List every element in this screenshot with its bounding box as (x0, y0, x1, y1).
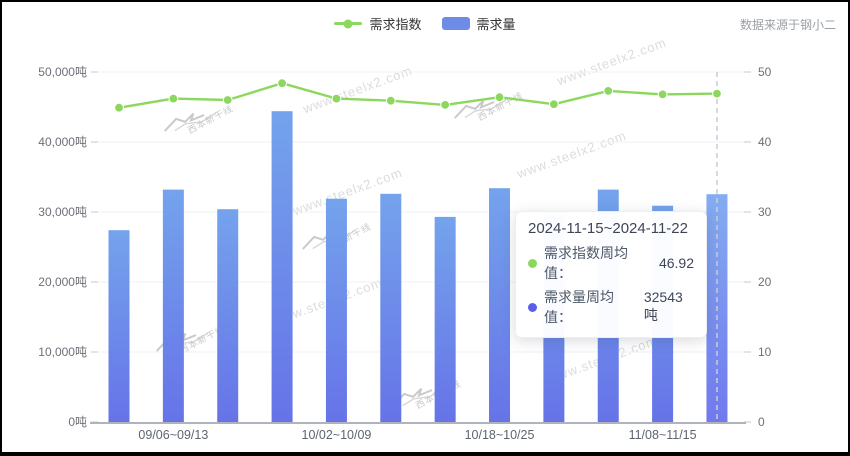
demand-index-line (117, 81, 719, 109)
demand-index-point[interactable] (277, 78, 287, 89)
y-axis-label-left: 20,000吨 (38, 275, 87, 289)
tooltip-label: 需求量周均值： (544, 289, 614, 325)
y-axis-label-left: 10,000吨 (38, 345, 87, 359)
y-axis-label-right: 20 (758, 275, 772, 289)
demand-index-point[interactable] (712, 88, 722, 99)
demand-index-point[interactable] (222, 95, 233, 105)
legend-label-demand-index: 需求指数 (369, 17, 422, 32)
tooltip: 2024-11-15~2024-11-22 需求指数周均值： 46.92 需求量… (515, 211, 707, 338)
y-axis-label-left: 40,000吨 (38, 135, 87, 149)
demand-index-point[interactable] (168, 93, 179, 104)
green-dot-icon (528, 258, 537, 268)
legend: 需求指数 需求量 (2, 14, 848, 33)
demand-index-point[interactable] (114, 102, 124, 113)
tooltip-title: 2024-11-15~2024-11-22 (528, 220, 688, 237)
blue-dot-icon (528, 302, 537, 312)
demand-qty-bar[interactable] (434, 216, 456, 423)
demand-index-point[interactable] (603, 86, 614, 96)
x-axis-label: 11/08~11/15 (629, 428, 697, 442)
legend-label-demand-qty: 需求量 (476, 17, 516, 32)
demand-qty-bar[interactable] (271, 111, 293, 423)
y-axis-label-right: 40 (758, 135, 772, 149)
demand-qty-bar[interactable] (108, 230, 130, 423)
demand-qty-bar[interactable] (325, 198, 347, 423)
bar-series-marker-icon (441, 17, 470, 30)
chart-header: 需求指数 需求量 数据来源于钢小二 (2, 14, 848, 36)
legend-item-demand-qty[interactable]: 需求量 (441, 14, 516, 33)
demand-qty-bar[interactable] (380, 193, 402, 423)
demand-index-point[interactable] (385, 95, 396, 106)
y-axis-label-left: 50,000吨 (38, 65, 87, 79)
demand-index-point[interactable] (440, 100, 451, 110)
demand-qty-bar[interactable] (217, 209, 239, 423)
demand-index-point[interactable] (657, 89, 668, 100)
tooltip-row-demand-index: 需求指数周均值： 46.92 (528, 243, 694, 283)
line-series-marker-icon (334, 19, 363, 28)
data-source-note: 数据来源于钢小二 (739, 18, 836, 32)
tooltip-row-demand-qty: 需求量周均值： 32543吨 (528, 287, 694, 327)
tooltip-value: 32543吨 (643, 289, 683, 323)
y-axis-label-left: 0吨 (68, 415, 87, 429)
x-axis-label: 10/02~10/09 (302, 428, 372, 442)
y-axis-label-right: 30 (758, 205, 772, 219)
legend-item-demand-index[interactable]: 需求指数 (334, 14, 422, 33)
y-axis-label-left: 30,000吨 (38, 205, 87, 219)
y-axis-label-right: 0 (758, 415, 765, 429)
x-axis-label: 09/06~09/13 (138, 428, 208, 442)
tooltip-label: 需求指数周均值： (544, 245, 628, 281)
x-axis-label: 10/18~10/25 (465, 428, 535, 442)
demand-qty-bar[interactable] (489, 188, 511, 423)
demand-index-point[interactable] (548, 99, 559, 110)
demand-index-point[interactable] (331, 93, 342, 104)
y-axis-label-right: 10 (758, 345, 772, 359)
tooltip-value: 46.92 (658, 255, 694, 271)
demand-qty-bar[interactable] (162, 189, 184, 423)
demand-index-point[interactable] (494, 92, 505, 103)
y-axis-label-right: 50 (758, 65, 772, 79)
